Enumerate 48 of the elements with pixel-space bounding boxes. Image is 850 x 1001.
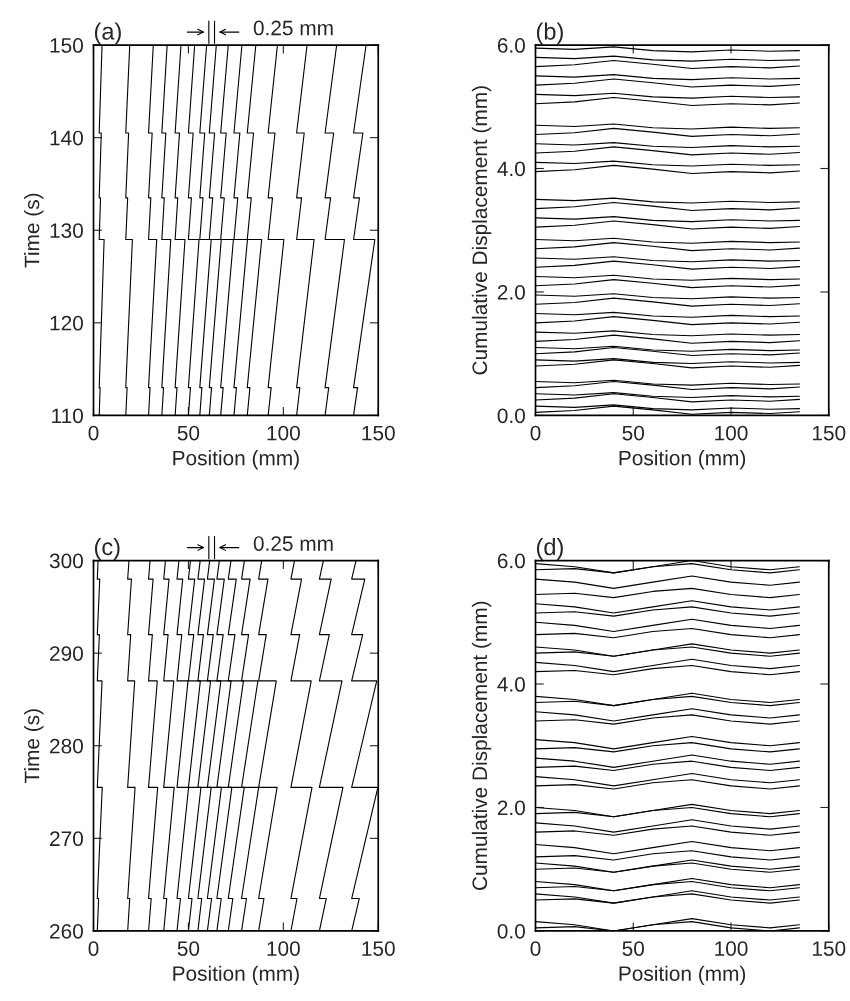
x-tick-label: 100	[267, 941, 300, 956]
x-axis-title: Position (mm)	[173, 450, 299, 470]
y-tick-label: 280	[50, 738, 83, 754]
x-axis-title: Position (mm)	[619, 450, 746, 470]
y-axis-title: Time (s)	[24, 709, 44, 784]
y-axis-title: Time (s)	[24, 193, 44, 268]
y-axis-title: Cumulative Displacement (mm)	[471, 86, 492, 375]
y-tick-label: 120	[50, 315, 83, 331]
x-tick-label: 150	[812, 941, 846, 956]
y-tick-label: 260	[50, 923, 83, 939]
y-tick-label: 290	[50, 646, 83, 661]
y-tick-label: 2.0	[497, 800, 525, 816]
y-tick-label: 0.0	[497, 408, 525, 424]
text: 0.25 mm	[253, 536, 333, 551]
y-tick-label: 6.0	[497, 553, 525, 569]
y-tick-label: 4.0	[497, 677, 525, 692]
y-tick-label: 140	[50, 130, 83, 146]
y-tick-label: 270	[50, 831, 83, 847]
y-tick-label: 6.0	[497, 38, 525, 53]
y-tick-label: 300	[49, 553, 83, 569]
x-tick-label: 100	[267, 425, 300, 441]
chart-title: (c)	[94, 537, 120, 560]
x-tick-label: 150	[812, 425, 846, 441]
x-tick-label: 0	[530, 425, 541, 441]
x-tick-label: 0	[88, 941, 99, 956]
x-tick-label: 50	[177, 941, 200, 956]
chart-title: (b)	[536, 22, 563, 45]
y-tick-label: 150	[50, 38, 83, 53]
x-axis-title: Position (mm)	[173, 965, 299, 986]
x-tick-label: 150	[362, 941, 395, 956]
y-tick-label: 130	[50, 223, 83, 238]
chart-title: (d)	[536, 537, 563, 560]
x-tick-label: 100	[715, 425, 748, 441]
x-tick-label: 50	[622, 941, 645, 956]
chart-title: (a)	[94, 22, 121, 45]
x-axis-title: Position (mm)	[619, 965, 746, 986]
x-tick-label: 50	[622, 425, 645, 441]
x-tick-label: 0	[530, 941, 541, 956]
y-tick-label: 4.0	[497, 161, 525, 177]
x-tick-label: 0	[88, 425, 99, 441]
x-tick-label: 150	[362, 425, 395, 441]
y-tick-label: 110	[52, 408, 83, 424]
x-tick-label: 50	[177, 425, 200, 441]
x-tick-label: 100	[715, 941, 748, 956]
text: 0.25 mm	[253, 20, 333, 36]
y-tick-label: 0.0	[497, 923, 525, 939]
y-axis-title: Cumulative Displacement (mm)	[471, 601, 492, 890]
y-tick-label: 2.0	[497, 284, 525, 300]
